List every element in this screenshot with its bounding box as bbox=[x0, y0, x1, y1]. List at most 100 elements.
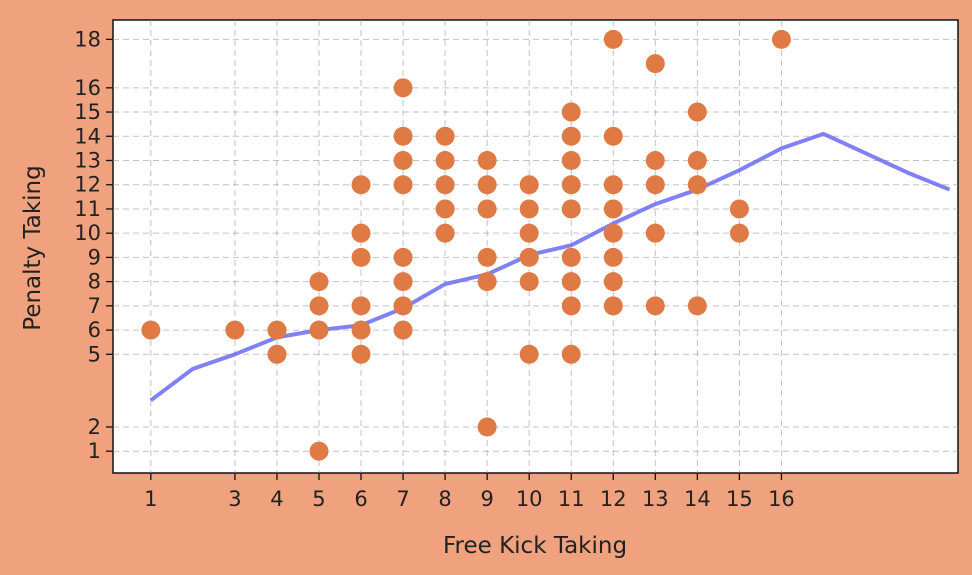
scatter-point bbox=[393, 296, 413, 316]
scatter-point bbox=[351, 344, 371, 364]
scatter-point bbox=[141, 320, 161, 340]
scatter-point bbox=[561, 247, 581, 267]
x-tick-label: 3 bbox=[228, 487, 241, 511]
scatter-point bbox=[225, 320, 245, 340]
scatter-point bbox=[561, 151, 581, 171]
y-tick-label: 7 bbox=[88, 294, 101, 318]
scatter-point bbox=[393, 151, 413, 171]
scatter-point bbox=[435, 151, 455, 171]
scatter-point bbox=[519, 175, 539, 195]
scatter-point bbox=[477, 199, 497, 219]
scatter-point bbox=[729, 223, 749, 243]
scatter-point bbox=[393, 320, 413, 340]
scatter-point bbox=[393, 78, 413, 98]
y-axis-label: Penalty Taking bbox=[20, 165, 46, 330]
scatter-point bbox=[561, 199, 581, 219]
scatter-point bbox=[561, 272, 581, 292]
x-tick-label: 16 bbox=[768, 487, 795, 511]
scatter-point bbox=[603, 29, 623, 49]
y-tick-label: 14 bbox=[74, 124, 101, 148]
x-tick-label: 15 bbox=[726, 487, 753, 511]
scatter-point bbox=[687, 175, 707, 195]
y-tick-label: 11 bbox=[74, 197, 101, 221]
scatter-point bbox=[393, 247, 413, 267]
x-tick-label: 11 bbox=[558, 487, 585, 511]
scatter-point bbox=[351, 320, 371, 340]
y-tick-label: 5 bbox=[88, 342, 101, 366]
scatter-point bbox=[771, 29, 791, 49]
scatter-point bbox=[603, 272, 623, 292]
scatter-point bbox=[267, 344, 287, 364]
scatter-point bbox=[519, 199, 539, 219]
scatter-point bbox=[561, 296, 581, 316]
scatter-point bbox=[519, 272, 539, 292]
x-tick-label: 9 bbox=[480, 487, 493, 511]
scatter-point bbox=[435, 199, 455, 219]
scatter-point bbox=[477, 417, 497, 437]
y-tick-label: 8 bbox=[88, 270, 101, 294]
x-axis-ticks: 1 3 4 5 6 7 8 9 10 11 12 13 14 15 16 bbox=[144, 473, 795, 511]
scatter-points bbox=[141, 29, 791, 461]
scatter-point bbox=[309, 296, 329, 316]
scatter-point bbox=[267, 320, 287, 340]
scatter-point bbox=[435, 126, 455, 146]
scatter-point bbox=[645, 175, 665, 195]
scatter-point bbox=[603, 126, 623, 146]
x-axis-label: Free Kick Taking bbox=[443, 533, 627, 559]
scatter-point bbox=[729, 199, 749, 219]
scatter-point bbox=[351, 247, 371, 267]
scatter-point bbox=[309, 441, 329, 461]
scatter-point bbox=[561, 344, 581, 364]
x-tick-label: 4 bbox=[270, 487, 283, 511]
x-tick-label: 12 bbox=[600, 487, 627, 511]
x-tick-label: 6 bbox=[354, 487, 367, 511]
x-tick-label: 5 bbox=[312, 487, 325, 511]
y-tick-label: 13 bbox=[74, 149, 101, 173]
scatter-point bbox=[351, 223, 371, 243]
y-tick-label: 18 bbox=[74, 27, 101, 51]
scatter-point bbox=[309, 320, 329, 340]
y-tick-label: 10 bbox=[74, 221, 101, 245]
scatter-point bbox=[561, 102, 581, 122]
scatter-point bbox=[435, 223, 455, 243]
scatter-point bbox=[519, 344, 539, 364]
scatter-point bbox=[351, 175, 371, 195]
scatter-point bbox=[603, 199, 623, 219]
scatter-point bbox=[687, 151, 707, 171]
scatter-point bbox=[477, 247, 497, 267]
scatter-point bbox=[603, 223, 623, 243]
x-tick-label: 13 bbox=[642, 487, 669, 511]
scatter-point bbox=[477, 151, 497, 171]
scatter-point bbox=[477, 272, 497, 292]
x-tick-label: 1 bbox=[144, 487, 157, 511]
x-tick-label: 14 bbox=[684, 487, 711, 511]
y-tick-label: 9 bbox=[88, 245, 101, 269]
scatter-point bbox=[309, 272, 329, 292]
scatter-point bbox=[645, 151, 665, 171]
y-tick-label: 12 bbox=[74, 173, 101, 197]
scatter-point bbox=[687, 296, 707, 316]
scatter-point bbox=[519, 247, 539, 267]
scatter-point bbox=[687, 102, 707, 122]
plot-area bbox=[112, 19, 959, 474]
scatter-point bbox=[393, 272, 413, 292]
x-tick-label: 7 bbox=[396, 487, 409, 511]
scatter-point bbox=[351, 296, 371, 316]
scatter-point bbox=[393, 175, 413, 195]
scatter-point bbox=[603, 247, 623, 267]
x-tick-label: 8 bbox=[438, 487, 451, 511]
x-tick-label: 10 bbox=[516, 487, 543, 511]
scatter-point bbox=[603, 296, 623, 316]
y-tick-label: 16 bbox=[74, 76, 101, 100]
scatter-point bbox=[645, 296, 665, 316]
scatter-point bbox=[645, 54, 665, 74]
y-tick-label: 6 bbox=[88, 318, 101, 342]
scatter-point bbox=[561, 175, 581, 195]
scatter-point bbox=[435, 175, 455, 195]
scatter-point bbox=[393, 126, 413, 146]
scatter-point bbox=[645, 223, 665, 243]
y-tick-label: 2 bbox=[88, 415, 101, 439]
scatter-point bbox=[561, 126, 581, 146]
